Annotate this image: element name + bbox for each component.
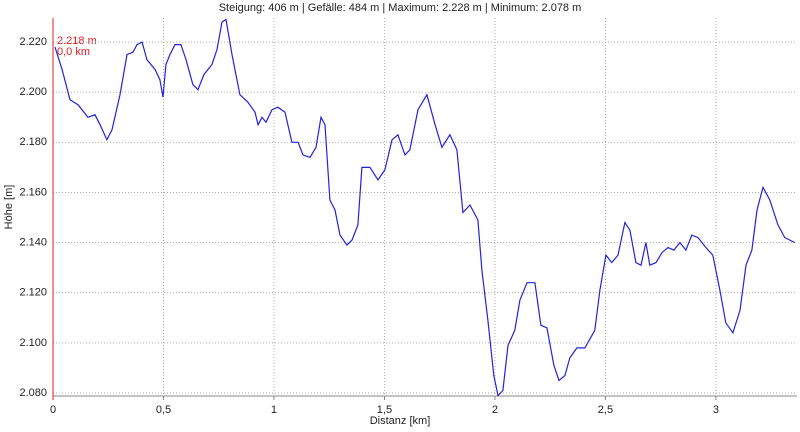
y-axis-label: Höhe [m]	[3, 185, 15, 230]
y-tick-label: 2.220	[19, 36, 47, 48]
x-tick-label: 1,5	[377, 404, 392, 416]
x-tick-label: 2,5	[598, 404, 613, 416]
y-tick-label: 2.140	[19, 237, 47, 249]
x-tick-label: 3	[713, 404, 719, 416]
x-axis-label: Distanz [km]	[370, 415, 431, 427]
x-tick-label: 0,5	[156, 404, 171, 416]
y-tick-label: 2.080	[19, 387, 47, 399]
x-tick-label: 1	[271, 404, 277, 416]
y-tick-label: 2.160	[19, 186, 47, 198]
x-tick-label: 2	[492, 404, 498, 416]
cursor-distance: 0,0 km	[57, 46, 90, 58]
y-tick-label: 2.200	[19, 86, 47, 98]
elevation-line	[54, 18, 796, 397]
cursor-elevation: 2.218 m	[57, 35, 97, 47]
y-tick-label: 2.100	[19, 337, 47, 349]
y-tick-label: 2.120	[19, 287, 47, 299]
x-tick-label: 0	[50, 404, 56, 416]
y-tick-label: 2.180	[19, 136, 47, 148]
chart-title: Steigung: 406 m | Gefälle: 484 m | Maxim…	[219, 2, 582, 14]
